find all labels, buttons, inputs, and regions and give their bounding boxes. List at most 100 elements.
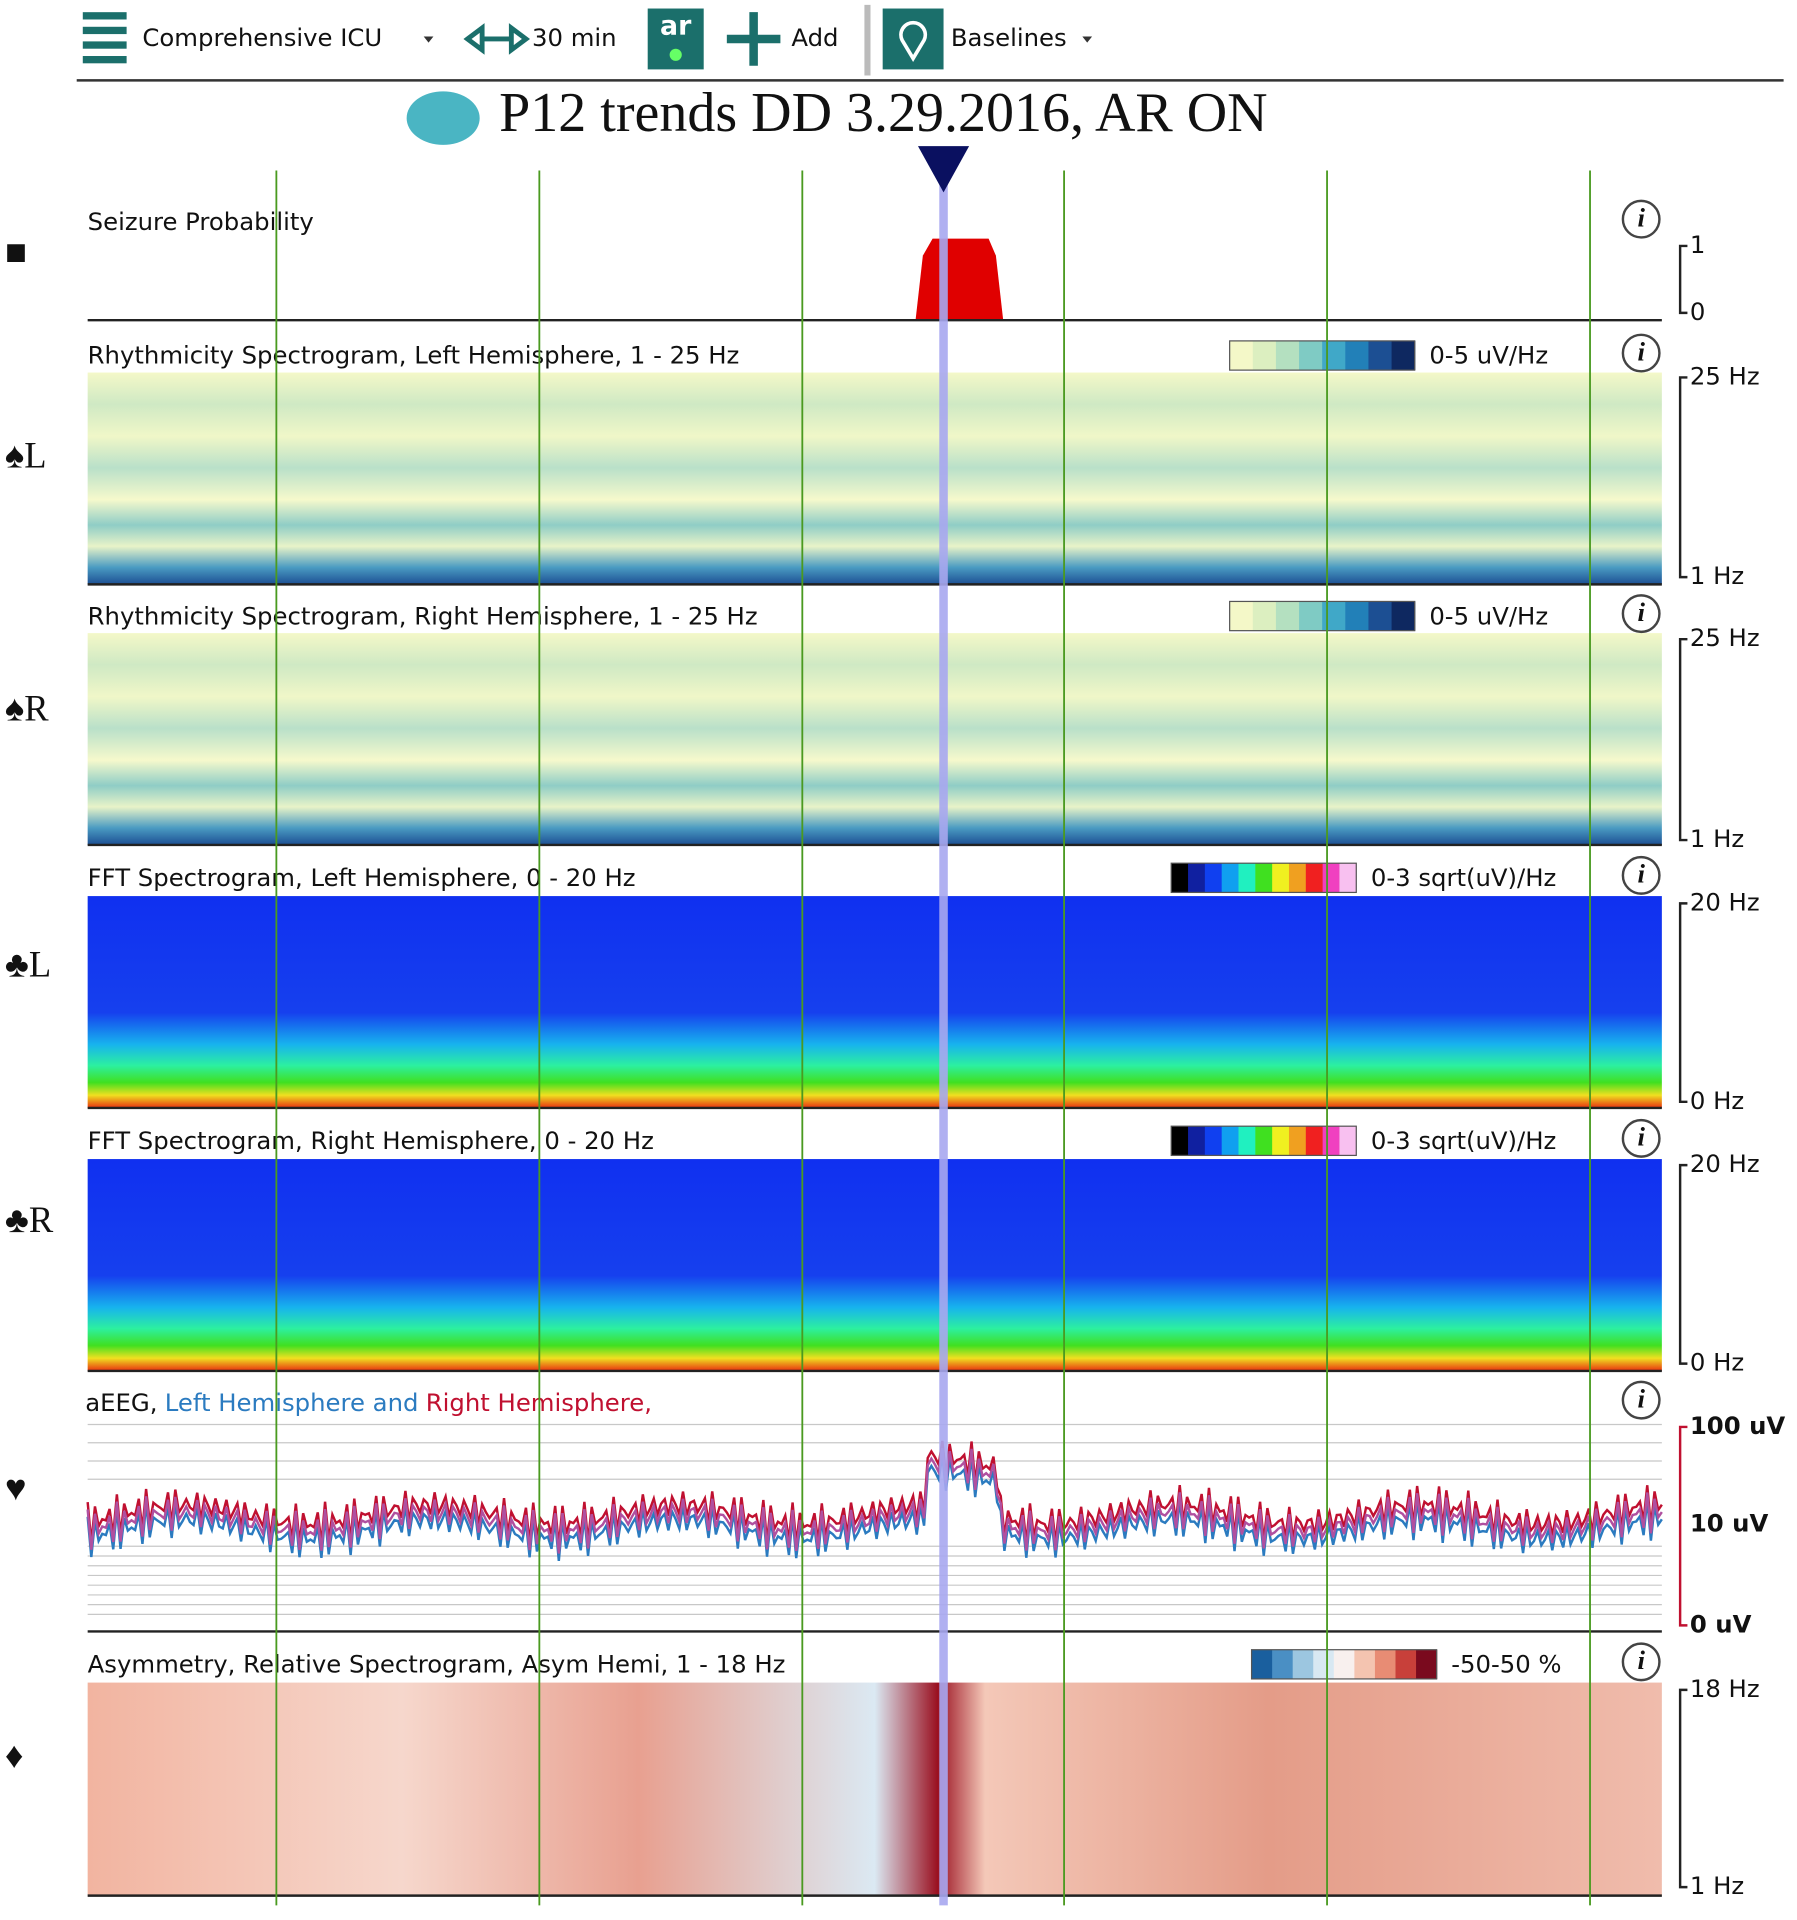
colorbar-swatch	[1204, 863, 1223, 893]
colorbar-label: 0-5 uV/Hz	[1429, 341, 1548, 370]
page-title: P12 trends DD 3.29.2016, AR ON	[499, 82, 1267, 144]
colorbar-frame	[1170, 862, 1357, 894]
scale-label: 25 Hz	[1690, 623, 1760, 652]
add-button[interactable]: Add	[791, 23, 838, 52]
colorbar-swatch	[1171, 863, 1189, 893]
info-button[interactable]	[1621, 594, 1661, 634]
scale-label: 100 uV	[1690, 1411, 1786, 1440]
info-glyph: i	[1637, 1645, 1645, 1675]
colorbar-swatch	[1272, 1649, 1294, 1679]
info-button[interactable]	[1621, 199, 1661, 239]
panel-symbol: ■	[5, 231, 27, 272]
colorbar-label: -50-50 %	[1451, 1650, 1561, 1679]
colorbar-swatch	[1345, 601, 1370, 631]
colorbar-swatch	[1305, 1126, 1324, 1156]
colorbar-swatch	[1299, 601, 1323, 631]
baselines-dropdown[interactable]: Baselines	[951, 23, 1067, 52]
info-button[interactable]	[1621, 1642, 1661, 1682]
scale-bracket	[1678, 902, 1688, 1104]
colorbar-swatch	[1255, 1126, 1273, 1156]
colorbar-swatch	[1252, 601, 1277, 631]
scale-label: 0	[1690, 297, 1705, 326]
asymmetry-spectrogram	[87, 1682, 1662, 1896]
colorbar-swatch	[1313, 1649, 1335, 1679]
colorbar-swatch	[1339, 863, 1357, 893]
colorbar-swatch	[1305, 863, 1324, 893]
panel-label: Asymmetry, Relative Spectrogram, Asym He…	[88, 1650, 786, 1679]
panel-symbol: ♦	[5, 1735, 24, 1776]
ar-label: ar	[660, 10, 692, 41]
colorbar-frame	[1229, 600, 1416, 632]
cursor-handle[interactable]	[917, 146, 970, 193]
colorbar-swatch	[1299, 340, 1323, 371]
add-icon[interactable]	[726, 12, 781, 66]
dropdown-arrow	[423, 36, 434, 43]
colorbar-swatch	[1288, 863, 1307, 893]
colorbar-swatch	[1275, 601, 1300, 631]
panel-label: Rhythmicity Spectrogram, Right Hemispher…	[88, 601, 758, 630]
montage-dropdown[interactable]: Comprehensive ICU	[142, 23, 382, 52]
colorbar-swatch	[1229, 340, 1254, 371]
colorbar-swatch	[1229, 601, 1254, 631]
panel-symbol: ♠R	[5, 688, 49, 729]
colorbar-swatch	[1292, 1649, 1314, 1679]
info-glyph: i	[1637, 859, 1645, 889]
scale-bracket	[1678, 637, 1688, 842]
scale-label: 1 Hz	[1690, 1871, 1744, 1900]
duration-icon[interactable]	[463, 23, 531, 55]
info-button[interactable]	[1621, 1118, 1661, 1158]
scale-label: 18 Hz	[1690, 1674, 1760, 1703]
trend-panel: ♦ Asymmetry, Relative Spectrogram, Asym H…	[5, 1642, 1760, 1900]
scale-bracket	[1678, 376, 1688, 579]
panel-label: aEEG, Left Hemisphere and Right Hemisphere…	[85, 1388, 652, 1417]
panel-symbol: ♣L	[5, 943, 51, 984]
colorbar-label: 0-5 uV/Hz	[1429, 601, 1548, 630]
colorbar-swatch	[1391, 601, 1416, 631]
panel-symbol: ♣R	[5, 1199, 54, 1240]
panel-label: FFT Spectrogram, Left Hemisphere, 0 - 20…	[88, 863, 636, 892]
fft-spectrogram	[87, 896, 1662, 1108]
colorbar-swatch	[1275, 340, 1300, 371]
info-button[interactable]	[1621, 333, 1661, 373]
colorbar-frame	[1250, 1649, 1438, 1680]
scale-bracket	[1678, 244, 1688, 315]
toolbar: Comprehensive ICU 30 min ar Add Baseline…	[76, 4, 1784, 82]
menu-button[interactable]	[82, 12, 127, 64]
scale-bracket	[1678, 1425, 1688, 1627]
colorbar-swatch	[1272, 1126, 1290, 1156]
scale-label: 1 Hz	[1690, 824, 1744, 853]
colorbar-swatch	[1272, 863, 1290, 893]
label-part: Left Hemisphere and	[165, 1388, 419, 1417]
info-button[interactable]	[1621, 855, 1661, 895]
colorbar-frame	[1229, 340, 1416, 371]
label-part: aEEG,	[85, 1388, 157, 1417]
colorbar-swatch	[1374, 1649, 1397, 1679]
info-button[interactable]	[1621, 1380, 1661, 1420]
scale-label: 20 Hz	[1690, 1149, 1760, 1178]
trend-panel: ♣R FFT Spectrogram, Right Hemisphere, 0 -…	[5, 1118, 1760, 1377]
colorbar-swatch	[1391, 340, 1416, 371]
trend-panel: ♠L Rhythmicity Spectrogram, Left Hemisphe…	[5, 333, 1760, 590]
colorbar-label: 0-3 sqrt(uV)/Hz	[1371, 1126, 1556, 1155]
overlap-aeeg-trace	[86, 1448, 1663, 1554]
info-glyph: i	[1637, 597, 1645, 627]
colorbar-swatch	[1339, 1126, 1357, 1156]
duration-button[interactable]: 30 min	[532, 23, 617, 52]
colorbar-swatch	[1171, 1126, 1189, 1156]
colorbar-swatch	[1238, 863, 1256, 893]
colorbar-swatch	[1238, 1126, 1256, 1156]
info-glyph: i	[1637, 203, 1645, 233]
rhythmicity-spectrogram	[87, 372, 1662, 585]
dropdown-arrow	[1082, 36, 1093, 43]
colorbar-swatch	[1322, 1126, 1341, 1156]
colorbar-swatch	[1368, 601, 1393, 631]
colorbar-swatch	[1251, 1649, 1273, 1679]
scale-label: 1 Hz	[1690, 561, 1744, 590]
separator	[864, 4, 871, 76]
panel-symbol: ♠L	[5, 434, 47, 475]
panel-label: Rhythmicity Spectrogram, Left Hemisphere…	[88, 341, 740, 370]
ar-indicator	[669, 48, 682, 61]
colorbar-label: 0-3 sqrt(uV)/Hz	[1371, 863, 1556, 892]
